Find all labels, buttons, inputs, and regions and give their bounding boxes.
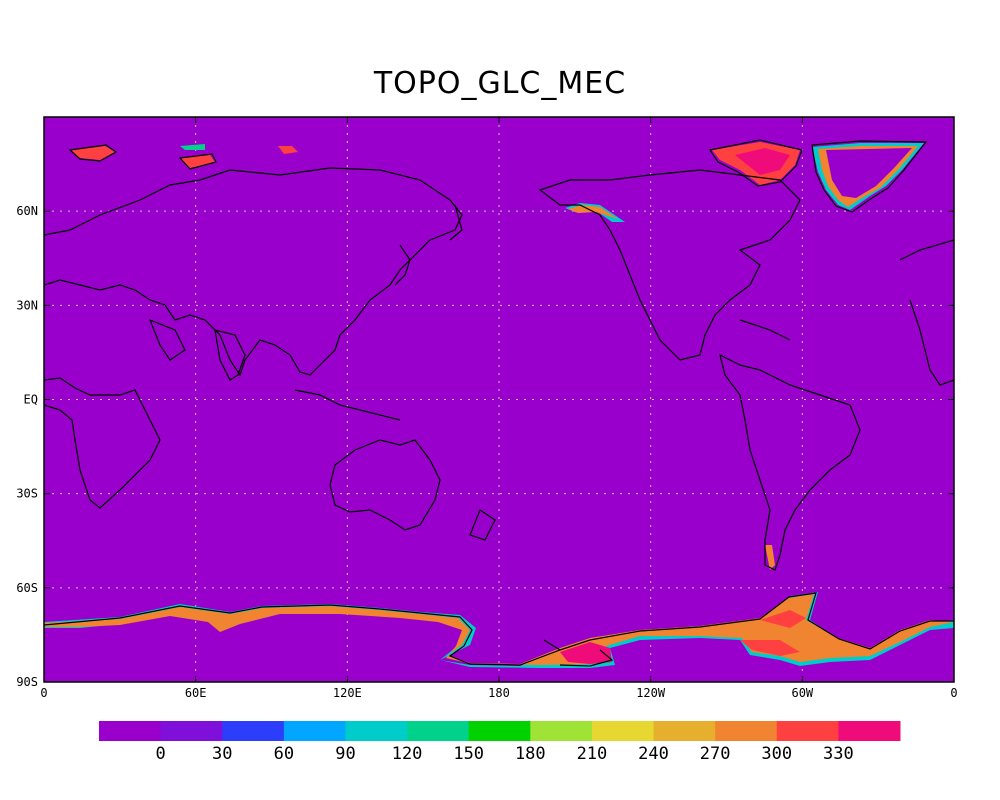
colorbar-swatch [99, 721, 162, 741]
map-background [44, 117, 954, 682]
lat-tick-label: 90S [16, 675, 38, 689]
colorbar-label: 240 [638, 744, 669, 764]
colorbar-swatch [407, 721, 470, 741]
colorbar: 0 30 60 90 120 150 180 210 240 270 300 330 [99, 721, 901, 764]
ice-sheet-elevation-bands [44, 142, 954, 668]
colorbar-swatch [530, 721, 593, 741]
coastlines [43, 139, 955, 667]
colorbar-swatch [160, 721, 223, 741]
colorbar-swatch [838, 721, 901, 741]
colorbar-label: 330 [823, 744, 854, 764]
colorbar-swatch [776, 721, 839, 741]
colorbar-swatch [591, 721, 655, 741]
colorbar-label: 180 [515, 744, 546, 764]
lon-tick-label: 120E [333, 686, 362, 700]
colorbar-label: 0 [155, 744, 165, 764]
lat-tick-label: 60S [16, 581, 38, 595]
colorbar-label: 90 [335, 744, 355, 764]
colorbar-label: 150 [453, 744, 484, 764]
lon-tick-label: 0 [40, 686, 47, 700]
colorbar-label: 270 [700, 744, 731, 764]
colorbar-swatch [222, 721, 285, 741]
colorbar-label: 120 [392, 744, 423, 764]
map-title: TOPO_GLC_MEC [373, 66, 627, 101]
colorbar-swatch [468, 721, 531, 741]
colorbar-swatch [283, 721, 346, 741]
lat-tick-label: EQ [24, 393, 38, 407]
lon-tick-label: 120W [636, 686, 666, 700]
lat-tick-label: 30S [16, 487, 38, 501]
colorbar-label: 210 [577, 744, 608, 764]
lon-tick-label: 60W [791, 686, 813, 700]
colorbar-label: 60 [274, 744, 294, 764]
lat-tick-label: 60N [16, 204, 38, 218]
colorbar-label: 30 [212, 744, 232, 764]
colorbar-swatch [653, 721, 716, 741]
colorbar-swatch [345, 721, 408, 741]
lat-tick-label: 30N [16, 298, 38, 312]
colorbar-label: 300 [761, 744, 792, 764]
colorbar-swatch [715, 721, 778, 741]
lon-tick-label: 60E [185, 686, 207, 700]
lon-tick-label: 180 [488, 686, 510, 700]
lon-tick-label: 0 [950, 686, 957, 700]
